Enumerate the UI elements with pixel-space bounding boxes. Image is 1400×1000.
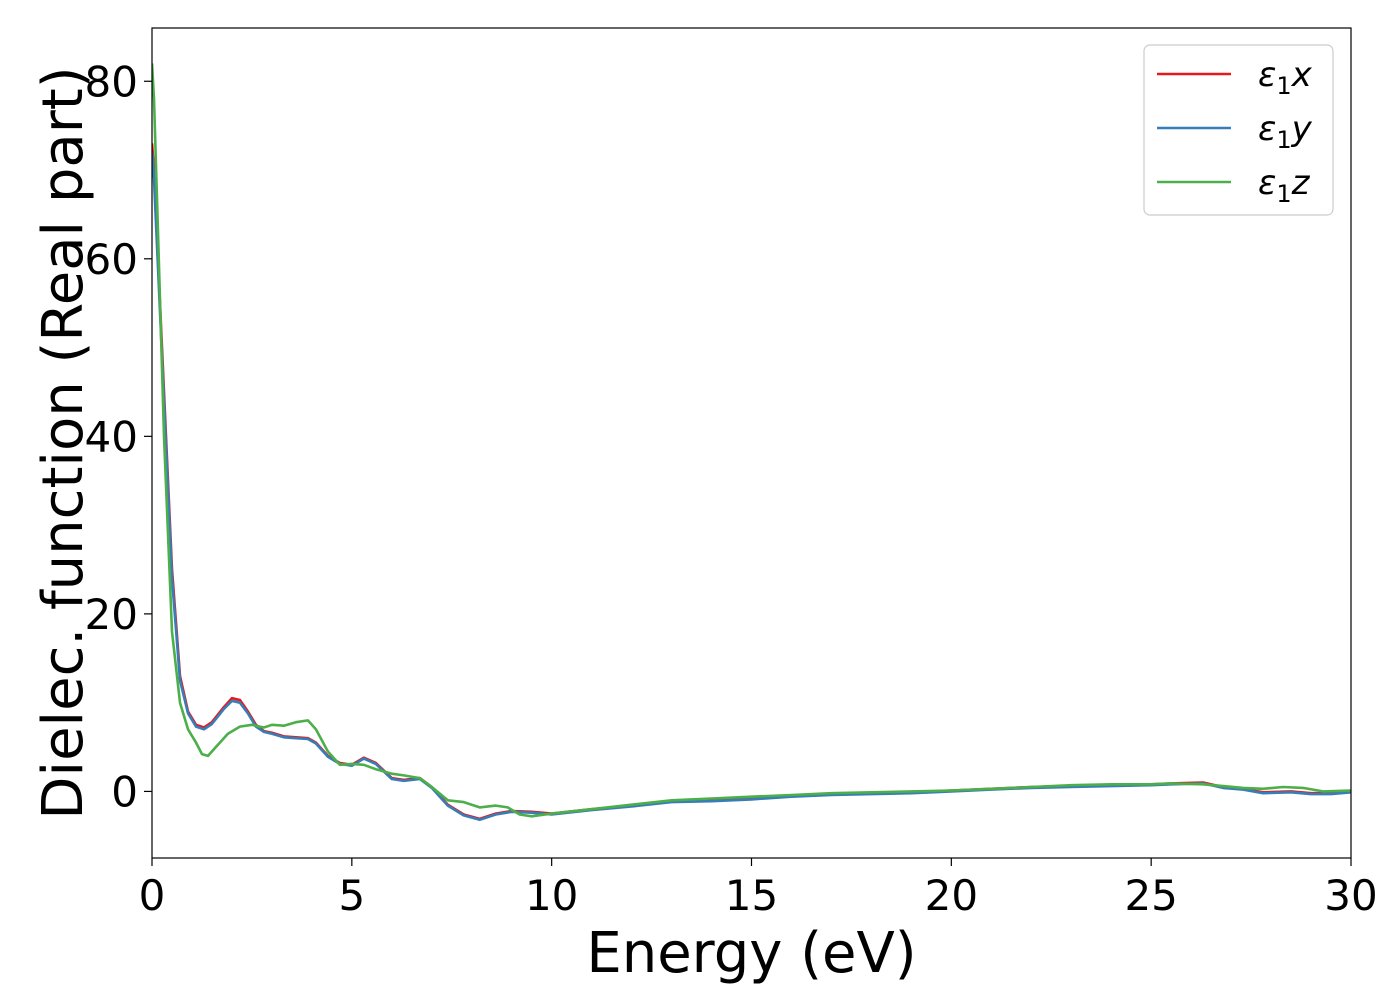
legend-label-y: ε1y <box>1258 109 1313 154</box>
series-line-z <box>152 63 1351 818</box>
ticks-layer: 0 5 10 15 20 25 30 0 20 40 60 80 <box>85 57 1378 920</box>
x-axis-label: Energy (eV) <box>586 921 916 986</box>
legend: ε1x ε1y ε1z <box>1143 44 1334 216</box>
x-tick-label: 25 <box>1124 871 1177 920</box>
legend-label-x: ε1x <box>1258 55 1313 100</box>
y-tick-label: 40 <box>85 412 138 461</box>
legend-box <box>1143 44 1334 216</box>
y-tick-label: 20 <box>85 590 138 639</box>
series-layer <box>152 63 1351 822</box>
y-tick-label: 80 <box>85 57 138 106</box>
x-tick-label: 10 <box>525 871 578 920</box>
y-tick-label: 60 <box>85 235 138 284</box>
y-axis-label: Dielec. function (Real part) <box>31 66 96 819</box>
x-tick-label: 5 <box>338 871 365 920</box>
x-tick-label: 20 <box>925 871 978 920</box>
x-tick-label: 30 <box>1324 871 1377 920</box>
y-tick-label: 0 <box>111 767 138 816</box>
series-line-y <box>152 152 1351 822</box>
x-tick-label: 15 <box>725 871 778 920</box>
legend-label-z: ε1z <box>1258 163 1311 208</box>
x-tick-label: 0 <box>139 871 166 920</box>
